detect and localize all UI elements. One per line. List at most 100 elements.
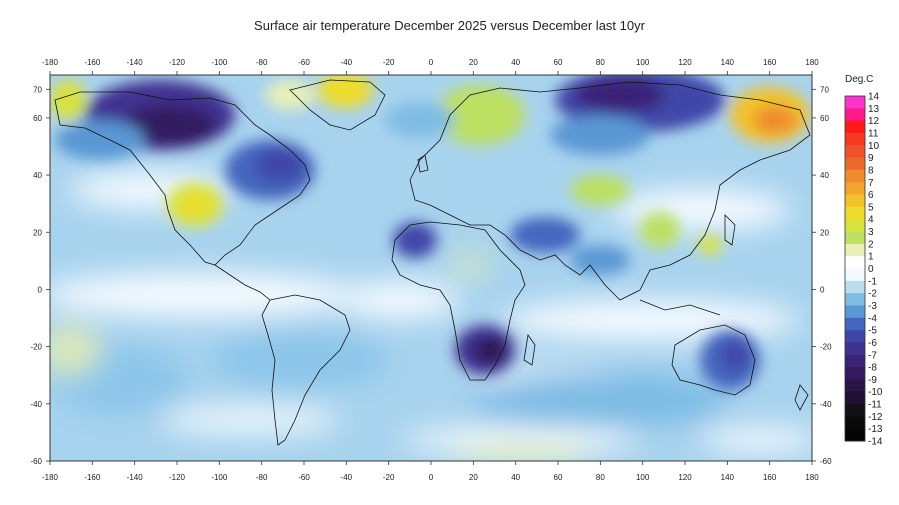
colorbar-unit: Deg.C — [845, 74, 873, 85]
colorbar-label: 5 — [868, 202, 874, 213]
colorbar-frame — [844, 95, 866, 442]
colorbar-label: -4 — [868, 313, 877, 324]
colorbar-label: -12 — [868, 412, 883, 423]
lon-tick-label: 0 — [429, 58, 434, 67]
lon-tick-label: 60 — [554, 58, 563, 67]
colorbar-swatch — [845, 96, 865, 109]
colorbar-swatch — [845, 132, 865, 146]
lat-tick-label: -60 — [820, 457, 832, 466]
lat-tick-label: 40 — [33, 171, 42, 180]
colorbar-swatch — [845, 342, 865, 356]
lon-tick-label: -100 — [211, 473, 228, 482]
lon-tick-label: 180 — [805, 473, 819, 482]
colorbar-swatch — [845, 404, 865, 417]
colorbar-swatch — [845, 354, 865, 368]
lon-tick-label: 0 — [429, 473, 434, 482]
lon-tick-label: 80 — [596, 58, 605, 67]
lon-tick-label: 180 — [805, 58, 819, 67]
colorbar-label: 6 — [868, 190, 874, 201]
lon-tick-label: 100 — [636, 473, 650, 482]
lat-tick-label: 20 — [33, 228, 42, 237]
colorbar-label: 11 — [868, 128, 879, 139]
lat-tick-label: 60 — [33, 114, 42, 123]
colorbar-swatch — [845, 182, 865, 196]
lon-tick-label: 20 — [469, 473, 478, 482]
colorbar-label: 10 — [868, 141, 880, 152]
lon-tick-label: -140 — [127, 473, 144, 482]
colorbar-label: -14 — [868, 437, 883, 448]
colorbar-label: 8 — [868, 165, 874, 176]
colorbar-label: 0 — [868, 264, 874, 275]
colorbar-label: -3 — [868, 301, 877, 312]
colorbar-label: -1 — [868, 276, 877, 287]
lat-tick-label: 70 — [820, 85, 829, 94]
lon-tick-label: 100 — [636, 58, 650, 67]
colorbar-swatch — [845, 145, 865, 159]
coastlines — [54, 79, 811, 446]
axis-ticks: -180 -180 -160 -160 -140 -140 -120 -120 -100 -100… — [30, 58, 832, 482]
lon-tick-label: -180 — [42, 473, 59, 482]
lon-tick-label: -180 — [42, 58, 59, 67]
lon-tick-label: -120 — [169, 473, 186, 482]
colorbar-swatch — [845, 317, 865, 331]
lon-tick-label: -80 — [256, 58, 268, 67]
colorbar-swatch — [845, 367, 865, 380]
lon-tick-label: -140 — [127, 58, 144, 67]
colorbar-label: 7 — [868, 178, 874, 189]
lat-tick-label: -60 — [30, 457, 42, 466]
lon-tick-label: 80 — [596, 473, 605, 482]
colorbar: Deg.C 14131211109876543210-1-2-3-4-5-6-7… — [844, 74, 883, 448]
colorbar-swatch — [845, 157, 865, 171]
colorbar-swatch — [845, 379, 865, 393]
lon-tick-label: 160 — [763, 58, 777, 67]
colorbar-swatch — [845, 428, 865, 442]
colorbar-swatch — [845, 243, 865, 257]
colorbar-swatch — [845, 280, 865, 294]
lat-tick-label: 60 — [820, 114, 829, 123]
colorbar-swatch — [845, 169, 865, 183]
colorbar-label: -13 — [868, 424, 883, 435]
lat-tick-label: -40 — [30, 400, 42, 409]
colorbar-swatch — [845, 219, 865, 233]
colorbar-swatch — [845, 416, 865, 430]
lon-tick-label: -20 — [383, 473, 395, 482]
lon-tick-label: 40 — [511, 473, 520, 482]
colorbar-label: 14 — [868, 92, 880, 103]
colorbar-label: -9 — [868, 375, 877, 386]
lon-tick-label: -80 — [256, 473, 268, 482]
colorbar-label: -2 — [868, 289, 877, 300]
lon-tick-label: 160 — [763, 473, 777, 482]
lon-tick-label: -120 — [169, 58, 186, 67]
colorbar-swatch — [845, 206, 865, 220]
lon-tick-label: 60 — [554, 473, 563, 482]
colorbar-label: -6 — [868, 338, 877, 349]
lon-tick-label: -20 — [383, 58, 395, 67]
lon-tick-label: 140 — [721, 58, 735, 67]
lon-tick-label: -40 — [341, 58, 353, 67]
colorbar-label: 3 — [868, 227, 874, 238]
colorbar-label: 1 — [868, 252, 874, 263]
colorbar-swatch — [845, 108, 865, 122]
colorbar-label: -8 — [868, 363, 877, 374]
colorbar-swatch — [845, 231, 865, 245]
lon-tick-label: -100 — [211, 58, 228, 67]
colorbar-label: -11 — [868, 400, 882, 411]
colorbar-swatch — [845, 268, 865, 282]
lon-tick-label: 120 — [678, 58, 692, 67]
lat-tick-label: -20 — [30, 343, 42, 352]
colorbar-swatch — [845, 293, 865, 306]
lon-tick-label: 140 — [721, 473, 735, 482]
colorbar-swatch — [845, 391, 865, 405]
lon-tick-label: 120 — [678, 473, 692, 482]
lat-tick-label: 0 — [820, 285, 825, 294]
colorbar-label: -5 — [868, 326, 877, 337]
anomaly-field — [50, 75, 812, 461]
colorbar-label: 2 — [868, 239, 874, 250]
colorbar-label: 13 — [868, 104, 880, 115]
lat-tick-label: 70 — [33, 85, 42, 94]
colorbar-swatch — [845, 305, 865, 319]
lon-tick-label: -160 — [84, 58, 101, 67]
lat-tick-label: 20 — [820, 228, 829, 237]
colorbar-label: 9 — [868, 153, 874, 164]
